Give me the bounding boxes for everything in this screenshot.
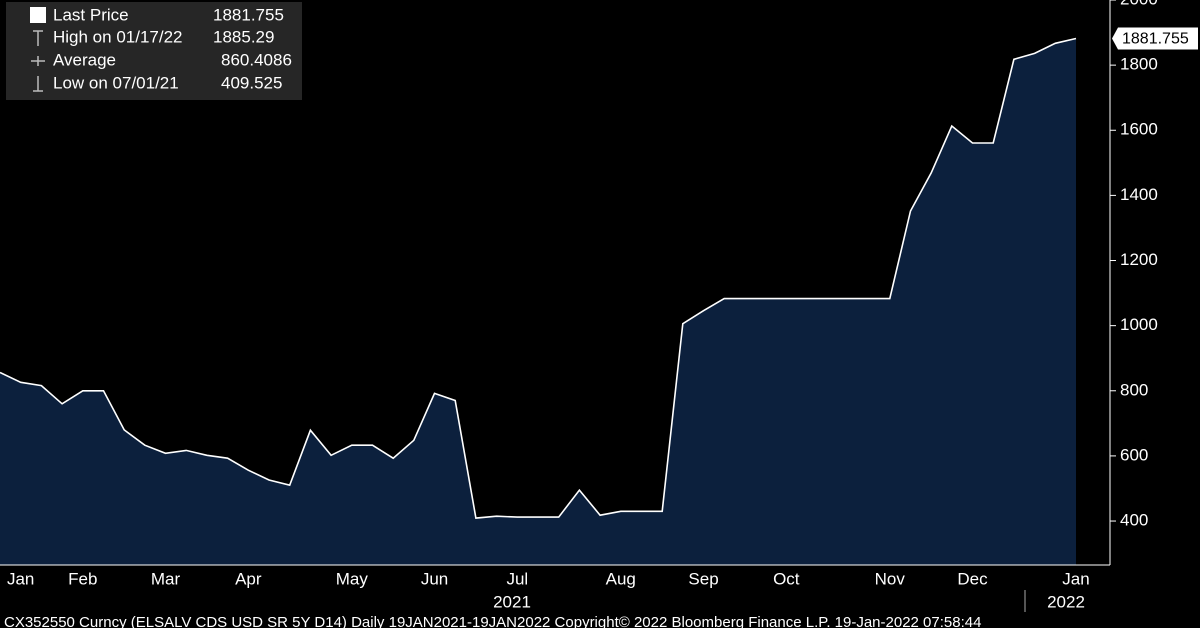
x-tick-label: Aug xyxy=(606,569,636,588)
legend-icon xyxy=(31,56,45,66)
y-tick-label: 1600 xyxy=(1120,120,1158,139)
year-label: 2021 xyxy=(493,592,531,611)
legend-swatch xyxy=(30,7,46,23)
x-tick-label: Oct xyxy=(773,569,800,588)
y-tick-label: 1000 xyxy=(1120,315,1158,334)
x-tick-label: Sep xyxy=(688,569,718,588)
legend-icon xyxy=(33,76,43,92)
x-tick-label: Nov xyxy=(875,569,906,588)
last-price-tag xyxy=(1112,27,1198,50)
y-tick-label: 800 xyxy=(1120,380,1148,399)
legend-label: Last Price xyxy=(53,5,129,24)
legend-value: 860.4086 xyxy=(221,50,292,69)
price-line xyxy=(0,37,1077,519)
legend-box xyxy=(6,2,302,100)
y-tick-label: 1200 xyxy=(1120,250,1158,269)
x-tick-label: Jul xyxy=(506,569,528,588)
y-tick-label: 2000 xyxy=(1120,0,1158,8)
x-tick-label: Jun xyxy=(421,569,448,588)
legend-value: 1885.29 xyxy=(213,27,274,46)
x-tick-label: Mar xyxy=(151,569,181,588)
footnote: CX352550 Curncy (ELSALV CDS USD SR 5Y D1… xyxy=(4,614,981,628)
legend-value: 1881.755 xyxy=(213,5,284,24)
year-label: 2022 xyxy=(1047,592,1085,611)
area-fill xyxy=(0,38,1076,565)
y-tick-label: 600 xyxy=(1120,445,1148,464)
x-tick-label: May xyxy=(336,569,369,588)
legend-value: 409.525 xyxy=(221,73,282,92)
last-price-label: 1881.755 xyxy=(1122,31,1189,48)
x-tick-label: Jan xyxy=(7,569,34,588)
x-tick-label: Feb xyxy=(68,569,97,588)
y-tick-label: 400 xyxy=(1120,511,1148,530)
x-tick-label: Dec xyxy=(957,569,988,588)
x-tick-label: Jan xyxy=(1062,569,1089,588)
x-tick-label: Apr xyxy=(235,569,262,588)
y-tick-label: 1400 xyxy=(1120,185,1158,204)
y-tick-label: 1800 xyxy=(1120,55,1158,74)
legend-icon xyxy=(33,30,43,46)
legend: Last Price 1881.755 High on 01/17/22 188… xyxy=(6,2,302,100)
plot-area xyxy=(0,37,1077,565)
legend-label: Average xyxy=(53,50,116,69)
legend-label: High on 01/17/22 xyxy=(53,27,183,46)
legend-label: Low on 07/01/21 xyxy=(53,73,179,92)
